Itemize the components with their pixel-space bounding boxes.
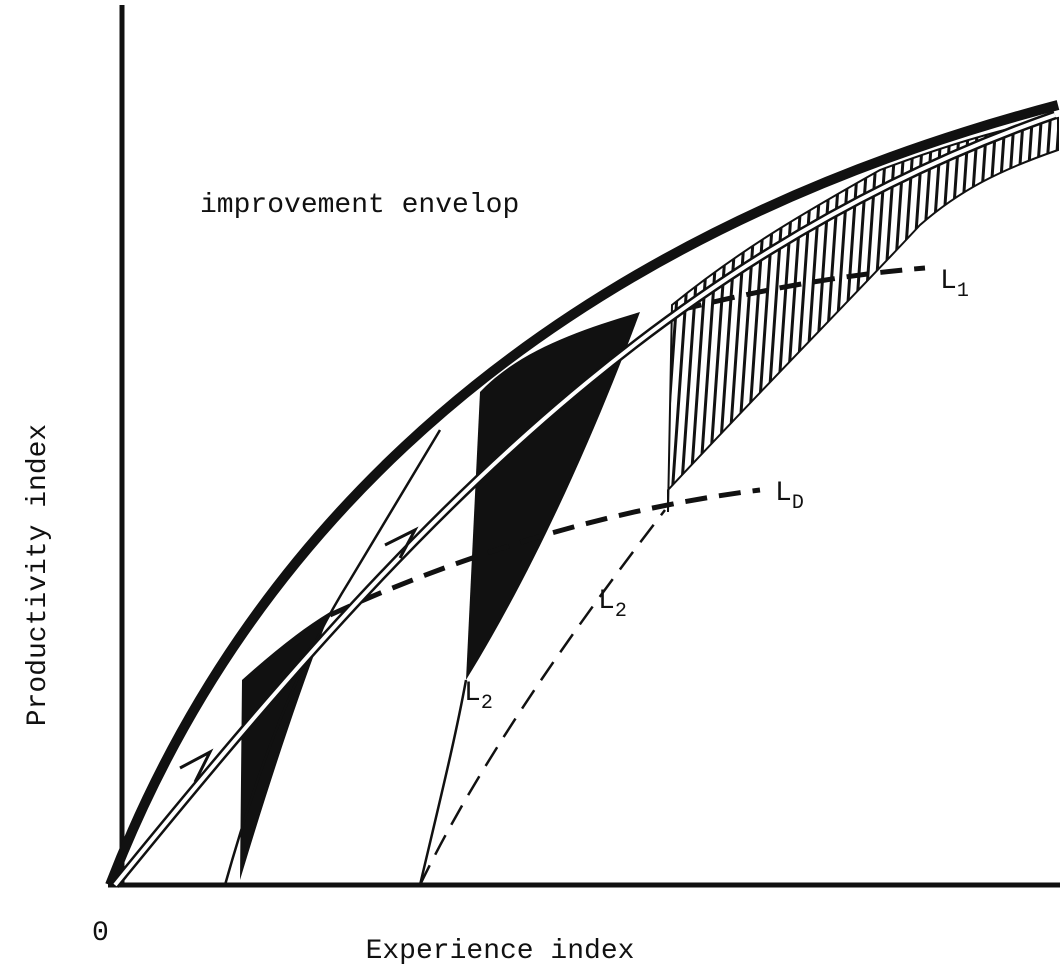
x-axis-label: Experience index xyxy=(366,936,635,967)
trajectory xyxy=(113,113,1056,887)
curve-label: L2 xyxy=(464,678,493,715)
envelope-curve xyxy=(105,100,1060,887)
dashed-curve xyxy=(328,487,761,618)
learning-curve xyxy=(223,429,442,886)
origin-label: 0 xyxy=(92,918,109,949)
dashed-curve xyxy=(418,509,666,886)
dashed-curve xyxy=(679,265,926,313)
learning-curve xyxy=(418,679,468,886)
hatched-region xyxy=(667,116,1059,513)
arrow xyxy=(384,526,419,559)
arrow xyxy=(179,748,214,783)
y-axis-label: Productivity index xyxy=(23,424,54,726)
curve-label: L2 xyxy=(598,586,627,623)
curve-label: LD xyxy=(775,478,804,515)
annotation: improvement envelop xyxy=(200,190,519,221)
curve-label: L1 xyxy=(940,266,969,303)
filled-region xyxy=(466,312,640,680)
filled-region xyxy=(240,612,330,880)
